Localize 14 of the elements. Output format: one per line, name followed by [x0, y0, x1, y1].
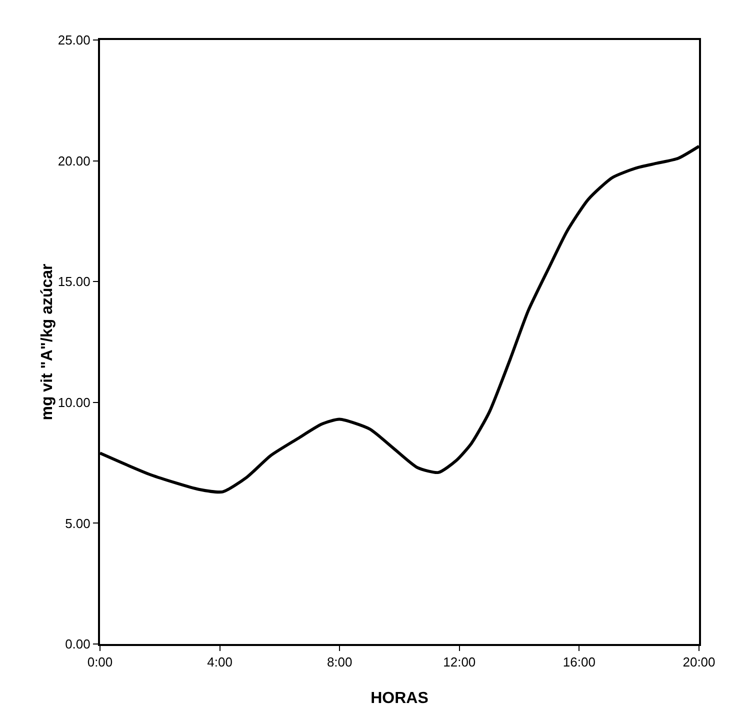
x-axis-title: HORAS	[370, 690, 429, 707]
y-tick-label: 25.00	[58, 32, 90, 48]
x-tick-label: 8:00	[326, 654, 352, 670]
y-tick-label: 10.00	[58, 394, 90, 410]
y-tick-label: 15.00	[58, 274, 90, 290]
y-tick-label: 0.00	[65, 636, 90, 652]
x-tick-label: 0:00	[87, 654, 113, 670]
y-axis-title: mg vit "A"/kg azúcar	[38, 264, 56, 420]
x-tick-label: 12:00	[443, 654, 476, 670]
y-tick-label: 5.00	[65, 516, 90, 531]
x-tick-label: 4:00	[207, 654, 232, 670]
y-tick-label: 20.00	[58, 153, 90, 168]
x-tick-label: 20:00	[682, 654, 716, 670]
x-tick-label: 16:00	[562, 654, 596, 670]
